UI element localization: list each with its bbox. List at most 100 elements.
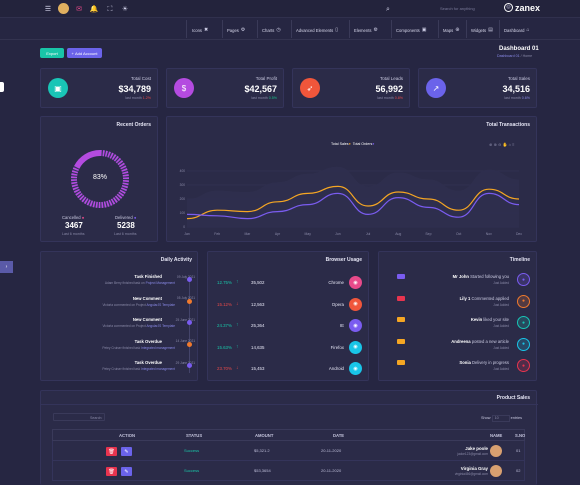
pan-icon[interactable]: ✋ bbox=[502, 142, 508, 147]
activity-link[interactable]: Integrated management bbox=[141, 345, 175, 350]
export-label: Export bbox=[46, 50, 58, 56]
export-button[interactable]: Export bbox=[40, 48, 64, 58]
activity-dot-icon bbox=[187, 363, 192, 368]
activity-link[interactable]: AngularJS Template bbox=[146, 302, 175, 307]
top-bar: ☰ ✉ 🔔 ⛶ ☀ ⌕ Search for anything ◎ zanex bbox=[0, 0, 580, 18]
nav-item-elements[interactable]: Elements ⚙ bbox=[354, 26, 378, 35]
browser-name: Firefox bbox=[330, 344, 344, 350]
page-title: Dashboard 01 bbox=[499, 46, 539, 52]
reset-icon[interactable]: ⌂ bbox=[508, 142, 511, 147]
timeline-name[interactable]: Sonia bbox=[459, 360, 471, 365]
x-tick-label: Apr bbox=[275, 232, 281, 236]
x-tick-label: Nov bbox=[486, 232, 492, 236]
activity-time: 25 June 2021 bbox=[175, 317, 195, 322]
stat-sub: last month 0.6% bbox=[504, 96, 530, 100]
column-sno[interactable]: S.NO bbox=[515, 433, 526, 438]
nav-label: Advanced Elements bbox=[296, 28, 334, 33]
legend-sales[interactable]: Total Sales bbox=[331, 142, 349, 146]
column-date[interactable]: DATE bbox=[333, 433, 345, 438]
column-amount[interactable]: AMOUNT bbox=[255, 433, 274, 438]
browser-count: 14,635 bbox=[251, 344, 265, 350]
entries-label: entries bbox=[510, 416, 523, 420]
delivered-value: 5238 bbox=[117, 221, 135, 230]
nav-label: Elements bbox=[354, 28, 372, 33]
timeline-text: Andreena posted a new article bbox=[451, 339, 509, 344]
menu-icon[interactable]: ☰ bbox=[44, 5, 52, 13]
zoom-icon[interactable]: ⊕ bbox=[489, 142, 493, 147]
search-input[interactable]: Search for anything bbox=[440, 6, 475, 11]
nav-item-widgets[interactable]: Widgets ▤ bbox=[471, 26, 493, 35]
nav-item-charts[interactable]: Charts ◷ bbox=[262, 26, 281, 35]
brand-logo-icon: ◎ bbox=[504, 3, 513, 12]
edit-button[interactable]: ✎ bbox=[121, 467, 132, 476]
stat-change: 0.6% bbox=[521, 96, 530, 100]
activity-title: Task Overdue bbox=[134, 360, 162, 365]
fullscreen-icon[interactable]: ⛶ bbox=[107, 5, 113, 13]
brand-name[interactable]: zanex bbox=[515, 3, 541, 13]
series-line-orders bbox=[186, 192, 520, 220]
sno-cell: 01 bbox=[516, 448, 521, 453]
nav-item-icons[interactable]: Icons ✖ bbox=[192, 26, 208, 35]
bell-icon[interactable]: 🔔 bbox=[89, 5, 99, 13]
column-name[interactable]: NAME bbox=[490, 433, 503, 438]
transactions-card: Total Transactions Total Sales● Total Or… bbox=[166, 116, 537, 242]
timeline-name[interactable]: Andreena bbox=[451, 338, 471, 344]
timeline-name[interactable]: Mr John bbox=[452, 274, 469, 279]
left-sidebar-toggle[interactable] bbox=[0, 82, 4, 92]
x-tick-label: May bbox=[305, 232, 312, 236]
entries-select[interactable]: 10 bbox=[491, 415, 510, 422]
breadcrumb-home[interactable]: Dashboard 01 bbox=[497, 54, 520, 58]
timeline-name[interactable]: Lily 1 bbox=[459, 295, 471, 301]
avatar bbox=[490, 465, 502, 477]
add-account-button[interactable]: + Add Account bbox=[67, 48, 102, 58]
table-search-input[interactable]: Search: bbox=[53, 413, 105, 421]
date-cell: 20-11-2020 bbox=[321, 468, 342, 473]
search-icon[interactable]: ⌕ bbox=[386, 5, 390, 13]
nav-item-pages[interactable]: Pages ⚙ bbox=[227, 26, 245, 35]
column-action[interactable]: ACTION bbox=[119, 433, 136, 438]
icons-icon: ✖ bbox=[204, 27, 209, 33]
timeline-badge bbox=[397, 317, 405, 322]
stat-value: $42,567 bbox=[244, 84, 277, 94]
activity-link[interactable]: AngularJS Template bbox=[146, 324, 175, 328]
browser-percent: 15.12% bbox=[217, 301, 232, 307]
name-cell: Jake poole bbox=[465, 446, 488, 451]
activity-dot-icon bbox=[187, 298, 192, 304]
menu-icon[interactable]: ≡ bbox=[512, 142, 515, 147]
nav-item-components[interactable]: Components ▣ bbox=[396, 26, 426, 35]
pages-icon: ⚙ bbox=[240, 27, 246, 33]
browser-percent: 15.63% bbox=[217, 344, 232, 350]
stat-card-total-leads: ➶ Total Leads 56,992 last month 0.8% bbox=[292, 68, 410, 108]
delete-button[interactable]: 🗑 bbox=[106, 447, 117, 456]
activity-time: 09 July 2021 bbox=[176, 274, 195, 279]
timeline-action: Started following you bbox=[470, 274, 509, 279]
mail-icon[interactable]: ✉ bbox=[76, 5, 82, 13]
arrow-up-icon: ↑ bbox=[236, 279, 239, 285]
transactions-chart: 0 100 200 300 400 Jan Feb Mar Apr May Jun Jul Aug Sep… bbox=[180, 166, 522, 236]
browser-name: IE bbox=[339, 323, 344, 328]
timeline-name[interactable]: Kevin bbox=[470, 317, 483, 322]
activity-link[interactable]: Project Management bbox=[145, 281, 175, 285]
timeline-sub: Just Added bbox=[493, 302, 509, 307]
theme-icon[interactable]: ☀ bbox=[121, 5, 129, 13]
column-status[interactable]: STATUS bbox=[186, 433, 203, 438]
avatar[interactable] bbox=[58, 3, 69, 14]
activity-link[interactable]: Integrated management bbox=[141, 367, 175, 371]
side-arrow-button[interactable]: › bbox=[0, 261, 13, 273]
stat-change: 1.2% bbox=[142, 96, 151, 100]
add-account-label: Add Account bbox=[74, 50, 98, 56]
activity-line bbox=[189, 277, 190, 373]
nav-item-maps[interactable]: Maps ⊕ bbox=[443, 26, 459, 35]
ie-icon: ◉ bbox=[349, 319, 362, 332]
edit-button[interactable]: ✎ bbox=[121, 447, 132, 456]
legend-orders[interactable]: Total Orders bbox=[352, 142, 373, 146]
email-cell: jacke123@gmail.com bbox=[457, 452, 488, 456]
y-tick-label: 300 bbox=[180, 183, 186, 187]
nav-item-dashboard[interactable]: Dashboard ⌂ bbox=[504, 26, 530, 35]
delete-button[interactable]: 🗑 bbox=[106, 467, 117, 476]
stat-card-total-profit: $ Total Profit $42,567 last month 0.5% bbox=[166, 68, 284, 108]
nav-item-advanced-elements[interactable]: Advanced Elements ▯ bbox=[296, 26, 338, 35]
zoom-in-icon[interactable]: ⊕ bbox=[493, 142, 497, 147]
zoom-out-icon[interactable]: ⊖ bbox=[497, 142, 502, 147]
chart-toolbar: ⊕ ⊕ ⊖ ✋ ⌂ ≡ bbox=[489, 142, 514, 147]
